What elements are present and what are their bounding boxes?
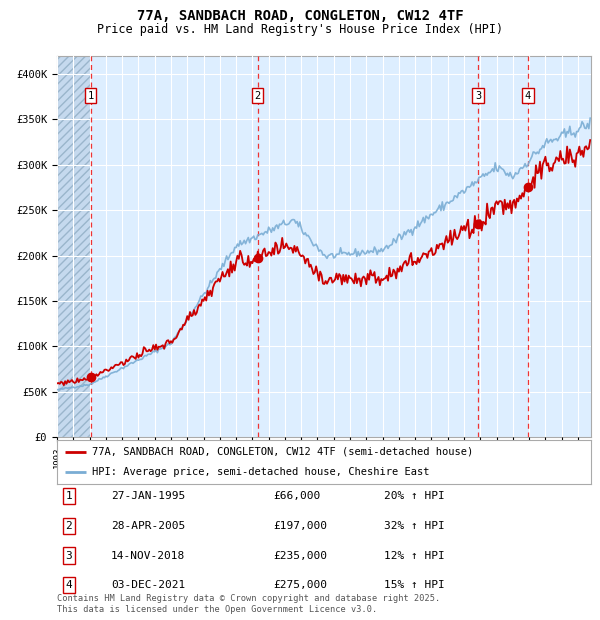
Text: £275,000: £275,000 [273, 580, 327, 590]
Text: Contains HM Land Registry data © Crown copyright and database right 2025.: Contains HM Land Registry data © Crown c… [57, 593, 440, 603]
Text: Price paid vs. HM Land Registry's House Price Index (HPI): Price paid vs. HM Land Registry's House … [97, 23, 503, 36]
Text: 1: 1 [65, 491, 73, 501]
Text: 14-NOV-2018: 14-NOV-2018 [111, 551, 185, 560]
Text: 15% ↑ HPI: 15% ↑ HPI [384, 580, 445, 590]
Text: 28-APR-2005: 28-APR-2005 [111, 521, 185, 531]
Text: 20% ↑ HPI: 20% ↑ HPI [384, 491, 445, 501]
Text: 4: 4 [525, 91, 531, 101]
Text: 77A, SANDBACH ROAD, CONGLETON, CW12 4TF (semi-detached house): 77A, SANDBACH ROAD, CONGLETON, CW12 4TF … [92, 447, 473, 457]
Text: 03-DEC-2021: 03-DEC-2021 [111, 580, 185, 590]
Text: £197,000: £197,000 [273, 521, 327, 531]
Text: £235,000: £235,000 [273, 551, 327, 560]
Text: £66,000: £66,000 [273, 491, 320, 501]
Text: 3: 3 [65, 551, 73, 560]
Text: 27-JAN-1995: 27-JAN-1995 [111, 491, 185, 501]
Text: 4: 4 [65, 580, 73, 590]
Bar [57, 56, 91, 437]
Text: 32% ↑ HPI: 32% ↑ HPI [384, 521, 445, 531]
Text: This data is licensed under the Open Government Licence v3.0.: This data is licensed under the Open Gov… [57, 604, 377, 614]
Text: 3: 3 [475, 91, 481, 101]
Text: 12% ↑ HPI: 12% ↑ HPI [384, 551, 445, 560]
Text: 77A, SANDBACH ROAD, CONGLETON, CW12 4TF: 77A, SANDBACH ROAD, CONGLETON, CW12 4TF [137, 9, 463, 24]
Text: 2: 2 [254, 91, 261, 101]
Text: HPI: Average price, semi-detached house, Cheshire East: HPI: Average price, semi-detached house,… [92, 467, 429, 477]
Text: 1: 1 [88, 91, 94, 101]
Text: 2: 2 [65, 521, 73, 531]
